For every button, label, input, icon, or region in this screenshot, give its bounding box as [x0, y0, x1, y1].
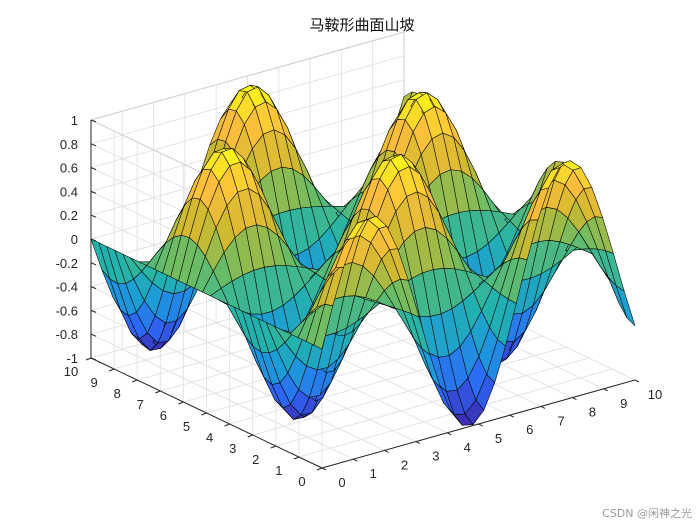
- y-tick-mark: [316, 467, 323, 471]
- x-tick-label: 7: [557, 413, 564, 428]
- z-tick-label: 0.6: [60, 161, 78, 176]
- grid-line: [90, 333, 323, 445]
- x-tick-label: 3: [432, 449, 439, 464]
- x-tick-mark: [446, 432, 452, 436]
- y-tick-label: 4: [206, 430, 213, 445]
- z-tick-mark: [90, 333, 97, 337]
- z-tick-mark: [90, 167, 97, 171]
- x-tick-mark: [415, 441, 421, 445]
- z-tick-label: 0.8: [60, 137, 78, 152]
- x-tick-mark: [572, 397, 577, 401]
- y-tick-mark: [108, 368, 115, 372]
- z-tick-label: 1: [71, 113, 78, 128]
- z-tick-label: -0.4: [56, 280, 78, 295]
- x-tick-label: 6: [526, 422, 533, 437]
- x-tick-mark: [353, 458, 358, 462]
- surface-patch: [378, 226, 398, 250]
- y-tick-mark: [132, 379, 138, 383]
- z-tick-label: 0: [71, 232, 78, 247]
- x-tick-mark: [384, 449, 389, 453]
- z-tick-mark: [90, 357, 97, 361]
- grid-line: [275, 357, 589, 447]
- x-tick-label: 0: [338, 475, 345, 490]
- x-tick-mark: [634, 379, 640, 383]
- y-tick-label: 6: [160, 408, 167, 423]
- z-tick-mark: [90, 262, 97, 266]
- y-tick-mark: [201, 412, 207, 416]
- y-tick-label: 0: [298, 474, 305, 489]
- y-tick-mark: [85, 357, 92, 361]
- y-tick-label: 3: [229, 441, 236, 456]
- x-tick-label: 8: [589, 405, 596, 420]
- surface-patch: [572, 167, 593, 189]
- x-tick-label: 5: [495, 431, 502, 446]
- x-tick-label: 4: [464, 440, 471, 455]
- z-tick-label: -1: [66, 351, 78, 366]
- y-tick-label: 9: [90, 375, 97, 390]
- z-tick-mark: [90, 309, 97, 313]
- z-tick-mark: [90, 143, 97, 147]
- y-tick-mark: [270, 445, 276, 449]
- z-tick-label: 0.4: [60, 184, 78, 199]
- y-tick-mark: [155, 390, 161, 394]
- y-tick-label: 8: [114, 386, 121, 401]
- z-tick-label: -0.2: [56, 256, 78, 271]
- box-edge: [90, 31, 405, 121]
- z-tick-mark: [90, 286, 97, 290]
- grid-line: [252, 346, 566, 436]
- y-tick-mark: [247, 434, 253, 438]
- x-tick-label: 9: [620, 396, 627, 411]
- tick-layer: 012345678910012345678910-1-0.8-0.6-0.4-0…: [56, 113, 663, 490]
- x-tick-mark: [321, 467, 327, 471]
- y-tick-label: 1: [275, 463, 282, 478]
- surface-layer: [90, 84, 636, 426]
- z-tick-mark: [90, 214, 97, 218]
- y-tick-label: 5: [183, 419, 190, 434]
- z-tick-mark: [90, 190, 97, 194]
- x-tick-mark: [603, 388, 608, 392]
- y-tick-mark: [178, 401, 184, 405]
- x-tick-label: 1: [370, 466, 377, 481]
- y-tick-label: 2: [252, 452, 259, 467]
- x-tick-mark: [478, 423, 483, 427]
- z-tick-label: -0.8: [56, 327, 78, 342]
- z-tick-mark: [90, 119, 97, 123]
- z-tick-label: 0.2: [60, 208, 78, 223]
- chart-title: 马鞍形曲面山坡: [309, 16, 414, 34]
- y-tick-label: 7: [137, 397, 144, 412]
- x-tick-mark: [509, 414, 515, 418]
- y-tick-mark: [224, 423, 230, 427]
- x-tick-label: 2: [401, 457, 408, 472]
- y-tick-label: 10: [64, 364, 78, 379]
- x-tick-label: 10: [648, 387, 662, 402]
- y-tick-mark: [293, 456, 300, 460]
- z-tick-label: -0.6: [56, 303, 78, 318]
- x-tick-mark: [540, 405, 546, 409]
- watermark: CSDN @闲神之光: [602, 506, 692, 520]
